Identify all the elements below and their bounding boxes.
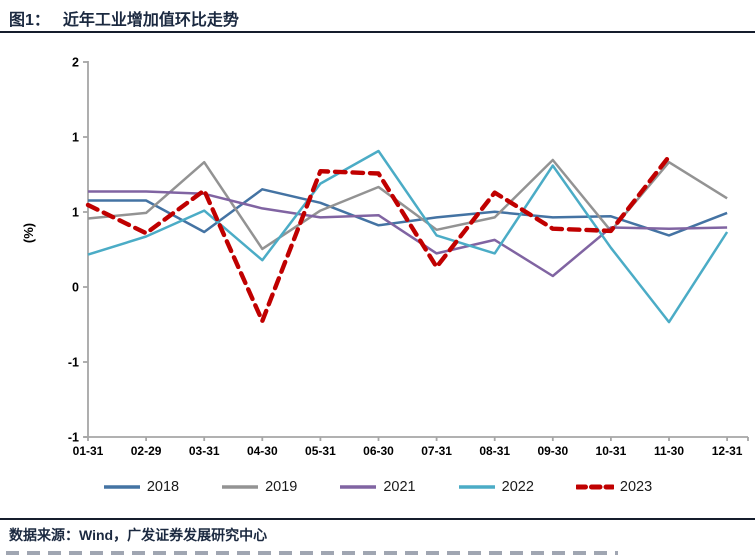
figure-title-row: 图1： 近年工业增加值环比走势 — [9, 6, 239, 30]
x-tick-label: 07-31 — [421, 444, 452, 458]
legend-swatch-2018 — [103, 485, 140, 489]
x-tick-label: 10-31 — [596, 444, 627, 458]
data-source-note: 数据来源：Wind，广发证券发展研究中心 — [9, 527, 268, 543]
series-line-2021 — [88, 190, 728, 278]
x-tick-label: 11-30 — [654, 444, 684, 458]
legend-swatch-2021 — [340, 485, 377, 489]
legend-item-2018: 2018 — [103, 479, 179, 495]
legend-swatch-2022 — [458, 485, 495, 489]
series-line-2023 — [85, 154, 672, 324]
legend-label-2018: 2018 — [146, 479, 180, 495]
x-tick-label: 02-29 — [131, 444, 162, 458]
x-tick-label: 01-31 — [73, 444, 104, 458]
legend-label-2022: 2022 — [501, 479, 534, 495]
legend-item-2022: 2022 — [458, 479, 534, 495]
title-divider-line — [0, 31, 755, 33]
y-tick-label: 1 — [72, 131, 79, 145]
x-tick-label: 06-30 — [363, 444, 394, 458]
x-tick-label: 08-31 — [479, 444, 510, 458]
y-tick-label: -1 — [68, 431, 79, 445]
legend-item-2023: 2023 — [575, 479, 653, 495]
y-axis-title: (%) — [21, 223, 36, 243]
figure-label: 图1： — [9, 12, 50, 29]
legend-label-2021: 2021 — [383, 479, 416, 495]
y-tick-label: 2 — [72, 56, 79, 70]
series-line-2022 — [87, 149, 729, 324]
footer-divider-line — [0, 518, 755, 520]
y-axis-ticks: 2 1 1 0 -1 -1 — [68, 56, 88, 445]
cropped-text-remnant — [6, 551, 618, 555]
x-tick-label: 03-31 — [189, 444, 220, 458]
y-tick-label: -1 — [68, 356, 79, 370]
y-tick-label: 1 — [72, 206, 79, 220]
series-lines — [85, 149, 729, 324]
y-tick-label: 0 — [72, 281, 79, 295]
legend-label-2019: 2019 — [265, 479, 298, 495]
legend-item-2019: 2019 — [221, 479, 297, 495]
legend-item-2021: 2021 — [339, 479, 416, 495]
legend-swatch-2019 — [222, 485, 259, 489]
legend-swatch-2023 — [575, 484, 614, 490]
x-tick-label: 05-31 — [305, 444, 336, 458]
axes — [84, 61, 748, 438]
x-tick-label: 04-30 — [247, 444, 278, 458]
x-tick-label: 12-31 — [712, 444, 743, 458]
chart-legend: 2018 2019 2021 2022 2023 — [0, 479, 755, 495]
x-tick-label: 09-30 — [537, 444, 568, 458]
x-axis-ticks: 01-31 02-29 03-31 04-30 05-31 06-30 07-31 08-31… — [73, 437, 749, 458]
figure-title: 近年工业增加值环比走势 — [62, 12, 239, 29]
legend-label-2023: 2023 — [619, 479, 653, 495]
